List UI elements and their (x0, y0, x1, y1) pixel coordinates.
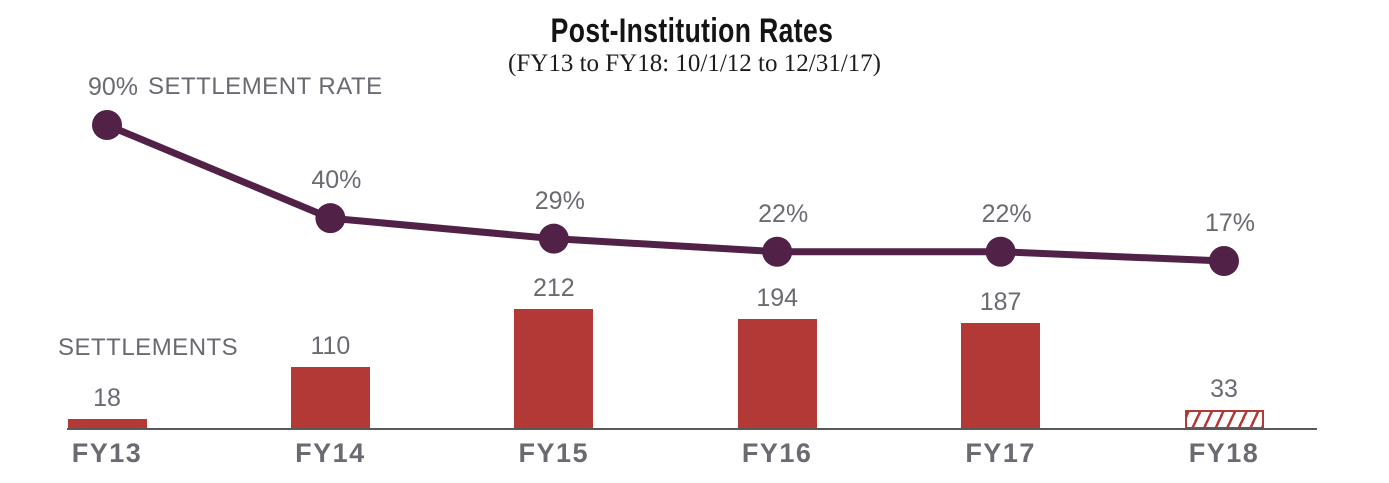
rate-marker-fy13 (92, 110, 122, 141)
bar-fy17 (961, 323, 1041, 429)
rate-label-fy17: 22% (981, 199, 1032, 228)
chart-title: Post-Institution Rates (550, 12, 834, 50)
rate-marker-fy15 (538, 223, 569, 254)
bar-fy18 (1184, 410, 1264, 429)
x-tick-fy13: FY13 (71, 438, 143, 468)
bar-fy14 (290, 366, 370, 429)
x-tick-fy18: FY18 (1188, 438, 1260, 468)
rate-label-fy13: 90% (87, 73, 139, 101)
rate-label-fy16: 22% (758, 199, 809, 228)
rate-label-fy18: 17% (1204, 209, 1256, 237)
chart-subtitle: (FY13 to FY18: 10/1/12 to 12/31/17) (508, 50, 881, 77)
x-tick-fy16: FY16 (741, 438, 813, 468)
x-tick-fy14: FY14 (295, 438, 366, 468)
x-tick-fy15: FY15 (518, 438, 590, 468)
settlements-label-fy14: 110 (310, 331, 351, 360)
settlements-label-fy15: 212 (532, 274, 575, 302)
bar-fy13 (67, 418, 147, 429)
rate-marker-fy16 (762, 236, 793, 267)
rate-marker-fy18 (1209, 246, 1239, 277)
x-tick-fy17: FY17 (965, 438, 1036, 468)
bar-fy16 (737, 319, 817, 429)
settlements-label-fy13: 18 (93, 383, 121, 412)
settlements-series-label: SETTLEMENTS (58, 334, 239, 361)
rate-marker-fy17 (985, 236, 1016, 267)
rate-label-fy14: 40% (311, 166, 362, 195)
rate-label-fy15: 29% (534, 186, 585, 215)
settlement-rate-polyline (105, 121, 1225, 265)
settlements-label-fy17: 187 (979, 288, 1022, 317)
settlements-label-fy18: 33 (1210, 375, 1238, 404)
bar-fy15 (514, 309, 594, 429)
settlements-label-fy16: 194 (756, 284, 799, 313)
settlement-rate-series-label: SETTLEMENT RATE (148, 73, 383, 100)
rate-marker-fy14 (315, 203, 346, 234)
x-axis-line (67, 428, 1317, 430)
